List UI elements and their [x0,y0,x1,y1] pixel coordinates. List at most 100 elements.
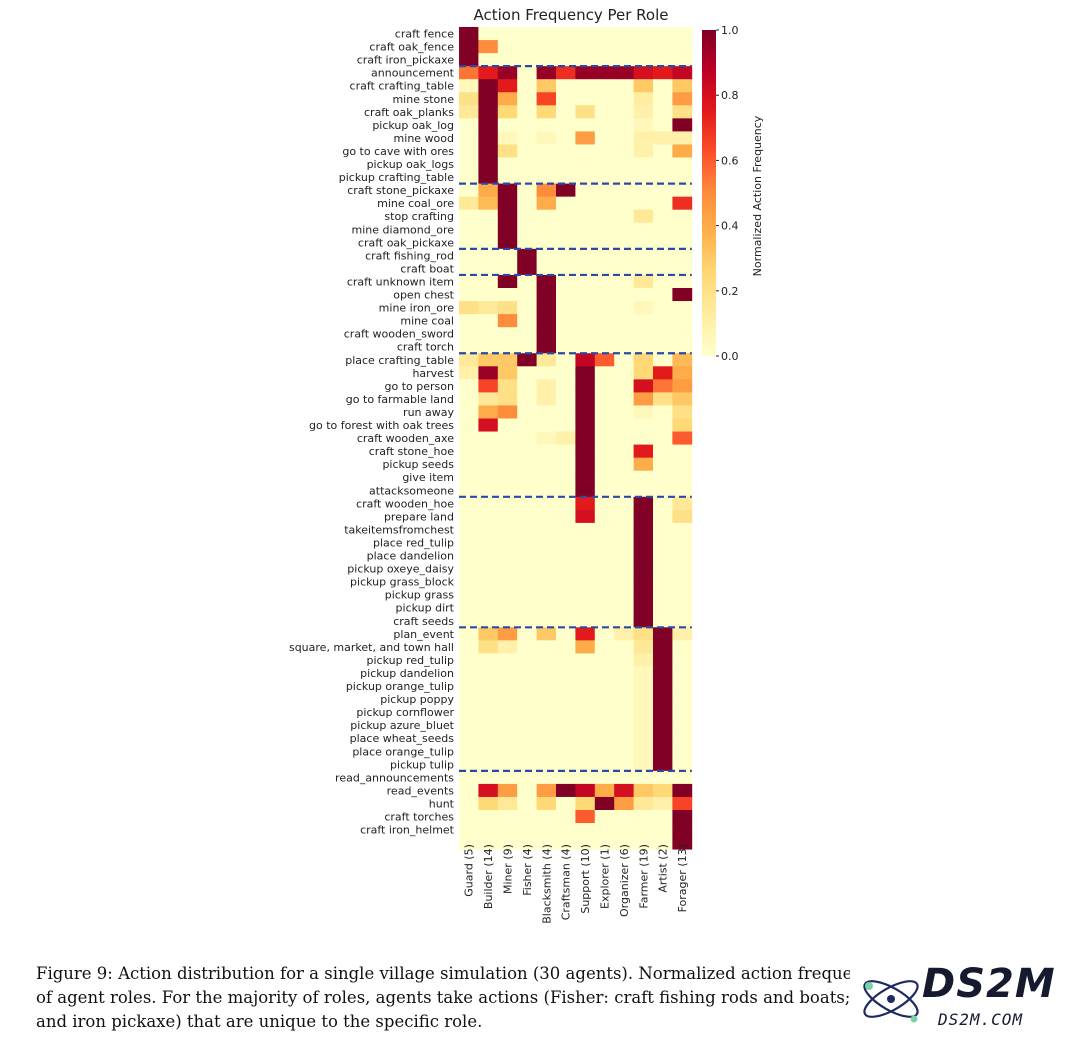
heatmap-cell [614,470,634,485]
heatmap-cell [633,470,654,485]
heatmap-cell [536,718,557,733]
heatmap-cell [556,144,576,158]
heatmap-cell [575,144,596,158]
heatmap-cell [594,418,615,432]
heatmap-cell [459,783,479,798]
row-label: attacksomeone [369,484,454,497]
heatmap-cell [633,496,654,511]
heatmap-cell [633,431,654,445]
heatmap-cell [536,522,557,537]
heatmap-cell [594,157,615,171]
heatmap-cell [556,509,576,524]
heatmap-cell [556,40,576,54]
heatmap-cell [497,222,518,237]
heatmap-cell [614,248,634,263]
heatmap-cell [478,105,499,119]
column-label: Explorer (1) [599,844,612,909]
row-label: give item [402,471,454,484]
row-label: mine stone [392,93,454,106]
heatmap-cell [575,731,596,746]
heatmap-cell [575,679,596,693]
heatmap-cell [633,575,654,589]
heatmap-cell [633,614,654,628]
colorbar-tick-label: 0.2 [721,285,739,298]
colorbar-gradient [702,30,716,356]
heatmap-cell [497,340,518,354]
heatmap-cell [633,27,654,41]
heatmap-cell [497,718,518,733]
heatmap-cell [517,274,537,289]
heatmap-cell [517,810,537,824]
heatmap-cell [653,170,673,184]
heatmap-cell [459,666,479,680]
caption-line-3: and iron pickaxe) that are unique to the… [36,1012,483,1031]
heatmap-cell [459,288,479,302]
heatmap-cell [672,640,693,654]
heatmap-cell [594,183,615,198]
heatmap-cell [614,783,634,798]
heatmap-cell [497,562,518,576]
row-label: craft wooden_axe [357,432,454,445]
row-label: go to person [385,380,454,393]
heatmap-cell [633,301,654,315]
heatmap-cell [653,392,673,406]
heatmap-cell [556,418,576,432]
heatmap-cell [672,301,693,315]
heatmap-cell [536,235,557,250]
heatmap-cell [575,27,596,41]
heatmap-cell [672,810,693,824]
heatmap-cell [653,353,673,367]
heatmap-cell [614,431,634,445]
heatmap-cell [575,783,596,798]
heatmap-cell [594,79,615,93]
heatmap-cell [614,679,634,693]
heatmap-cell [653,627,673,641]
row-label: craft oak_pickaxe [358,236,454,249]
heatmap-cell [653,405,673,419]
heatmap-cell [575,261,596,276]
heatmap-cell [478,783,499,798]
heatmap-cell [672,444,693,459]
heatmap-cell [614,692,634,706]
heatmap-cell [517,261,537,276]
heatmap-cell [614,196,634,211]
heatmap-cell [497,27,518,41]
row-label: pickup grass [385,589,455,602]
heatmap-cell [497,823,518,837]
heatmap-cell [672,53,693,67]
row-label: pickup seeds [382,458,454,471]
heatmap-cell [672,470,693,485]
heatmap-cell [536,601,557,615]
heatmap-cell [633,535,654,550]
heatmap-cell [459,444,479,459]
heatmap-cell [633,92,654,106]
heatmap-cell [633,836,654,850]
heatmap-cell [497,483,518,498]
heatmap-cell [478,496,499,511]
heatmap-cell [517,457,537,472]
heatmap-cell [497,144,518,158]
heatmap-cell [459,235,479,250]
heatmap-cell [478,40,499,54]
heatmap-cell [536,53,557,67]
heatmap-cell [633,235,654,250]
heatmap-cell [517,535,537,550]
heatmap-cell [497,770,518,785]
heatmap-cell [478,640,499,654]
heatmap-cell [459,836,479,850]
heatmap-cell [594,836,615,850]
heatmap-cell [594,601,615,615]
heatmap-cell [575,496,596,511]
heatmap-cell [653,27,673,41]
heatmap-cell [653,705,673,720]
row-label: craft oak_planks [364,106,454,119]
heatmap-cell [594,27,615,41]
heatmap-cell [497,444,518,459]
heatmap-cell [556,183,576,198]
heatmap-cell [517,222,537,237]
heatmap-cell [459,353,479,367]
row-label: pickup oak_log [372,119,454,132]
heatmap-cell [575,379,596,393]
heatmap-cell [556,314,576,328]
heatmap-cell [556,823,576,837]
